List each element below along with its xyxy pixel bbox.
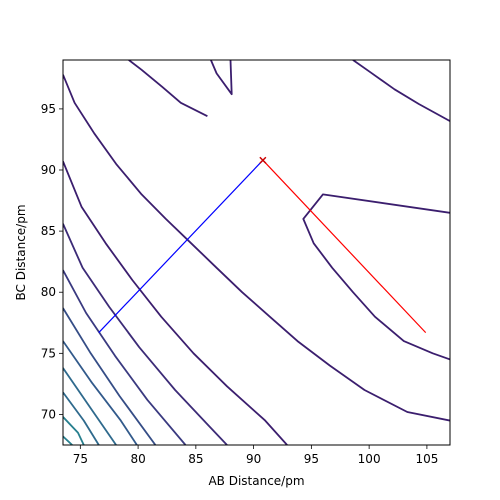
y-tick-label: 85: [41, 224, 56, 238]
contour-line-7: [63, 223, 228, 445]
contour-line-1: [210, 60, 233, 96]
transition-state-marker: [259, 156, 267, 164]
contour-line-11: [63, 367, 117, 445]
contour-line-4: [302, 193, 450, 361]
y-tick-label: 75: [41, 346, 56, 360]
contour-line-10: [63, 340, 138, 445]
contour-line-8: [63, 269, 187, 445]
x-tick-label: 90: [246, 452, 261, 466]
contour-lines: [63, 60, 450, 445]
y-tick-label: 90: [41, 163, 56, 177]
trajectory-line-2: [262, 159, 427, 334]
x-axis-label: AB Distance/pm: [208, 474, 304, 488]
transition-marker-layer: [259, 156, 267, 164]
y-tick-label: 70: [41, 407, 56, 421]
y-axis-ticks: 70 75 80 85 90 95: [41, 102, 63, 421]
contour-line-14: [63, 435, 73, 445]
y-tick-label: 80: [41, 285, 56, 299]
y-tick-label: 95: [41, 102, 56, 116]
plot-frame: [62, 59, 451, 446]
y-axis-label: BC Distance/pm: [14, 204, 28, 300]
contour-line-12: [63, 391, 100, 445]
contour-line-3: [352, 60, 450, 122]
trajectory-lines: [98, 159, 427, 334]
x-axis-ticks: 75 80 85 90 95 100 105: [73, 445, 438, 466]
x-tick-label: 95: [304, 452, 319, 466]
x-tick-label: 105: [415, 452, 438, 466]
plot-background: [63, 60, 450, 445]
x-tick-label: 75: [73, 452, 88, 466]
contour-line-2: [128, 60, 208, 118]
contour-line-6: [63, 161, 288, 445]
x-tick-label: 85: [188, 452, 203, 466]
x-tick-label: 100: [358, 452, 381, 466]
contour-line-9: [63, 307, 157, 445]
x-tick-label: 80: [130, 452, 145, 466]
contour-line-13: [63, 416, 85, 445]
trajectory-line-1: [98, 159, 264, 334]
contour-line-5: [63, 74, 450, 422]
